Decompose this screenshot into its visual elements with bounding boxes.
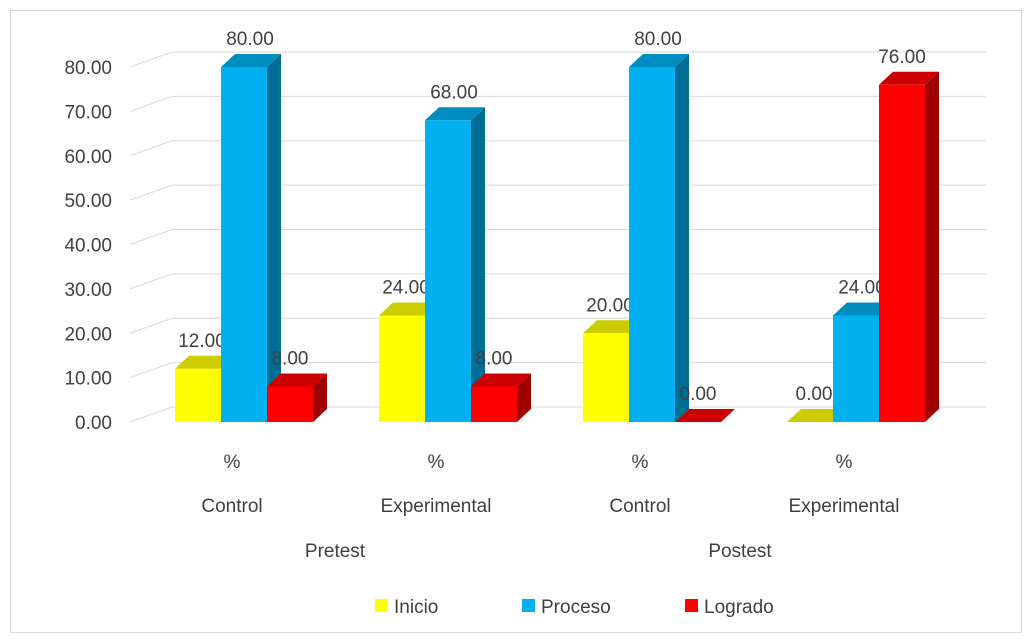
grid-connector	[129, 273, 173, 290]
x-category-label: Control	[201, 496, 262, 517]
bar-top	[175, 355, 235, 369]
x-group-label: Pretest	[305, 541, 366, 562]
bar	[879, 84, 925, 422]
y-tick-label: 60.00	[64, 147, 112, 168]
x-unit-label: %	[428, 452, 445, 473]
legend-label: Proceso	[541, 597, 611, 618]
bar	[471, 386, 517, 422]
data-label: 68.00	[430, 82, 478, 103]
data-label: 80.00	[634, 29, 682, 50]
grid-connector	[129, 51, 173, 68]
bar-side	[267, 54, 281, 422]
bar-side	[925, 71, 939, 422]
grid-connector	[129, 140, 173, 157]
data-label: 20.00	[586, 295, 634, 316]
data-label: 0.00	[796, 384, 833, 405]
legend-label: Logrado	[704, 597, 774, 618]
data-label: 76.00	[878, 47, 926, 68]
data-label: 12.00	[178, 331, 226, 352]
bar-top	[379, 302, 439, 316]
data-label: 8.00	[476, 349, 513, 370]
bar-top	[629, 54, 689, 67]
y-tick-label: 20.00	[64, 324, 112, 345]
x-group-label: Postest	[708, 541, 772, 562]
bar	[583, 333, 629, 422]
data-label: 24.00	[382, 278, 430, 299]
y-tick-label: 0.00	[75, 413, 112, 434]
x-category-label: Experimental	[789, 496, 900, 517]
bar-side	[471, 107, 485, 422]
data-label: 80.00	[226, 29, 274, 50]
legend-label: Inicio	[394, 597, 438, 618]
bar	[833, 315, 879, 422]
x-category-label: Experimental	[381, 496, 492, 517]
bar	[425, 120, 471, 422]
bar-top	[787, 409, 847, 422]
y-tick-label: 40.00	[64, 236, 112, 257]
bar-top	[583, 320, 643, 334]
bar	[221, 67, 267, 422]
x-category-label: Control	[609, 496, 670, 517]
y-tick-label: 30.00	[64, 280, 112, 301]
grid-connector	[129, 362, 173, 379]
bar-side	[313, 373, 327, 422]
bar-top	[471, 373, 531, 387]
bar-top	[425, 107, 485, 121]
bar-top	[221, 54, 281, 67]
data-label: 24.00	[838, 278, 886, 299]
bar	[379, 315, 425, 422]
bar-top	[675, 409, 735, 422]
bar	[267, 386, 313, 422]
y-tick-label: 70.00	[64, 102, 112, 123]
x-unit-label: %	[224, 452, 241, 473]
legend-swatch	[375, 599, 388, 612]
grid-connector	[129, 95, 173, 112]
bar-side	[517, 373, 531, 422]
bar-side	[675, 54, 689, 422]
y-tick-label: 80.00	[64, 58, 112, 79]
y-tick-label: 10.00	[64, 369, 112, 390]
bar	[175, 368, 221, 422]
bar-top	[267, 373, 327, 387]
x-unit-label: %	[836, 452, 853, 473]
bar-top	[833, 302, 893, 316]
grid-connector	[129, 317, 173, 334]
bar	[629, 67, 675, 422]
data-label: 8.00	[272, 349, 309, 370]
legend-swatch	[522, 599, 535, 612]
grid-connector	[129, 184, 173, 201]
y-tick-label: 50.00	[64, 191, 112, 212]
x-unit-label: %	[632, 452, 649, 473]
grid-connector	[129, 406, 173, 423]
bar-top	[879, 71, 939, 85]
grid-connector	[129, 229, 173, 245]
data-label: 0.00	[680, 384, 717, 405]
legend-swatch	[685, 599, 698, 612]
